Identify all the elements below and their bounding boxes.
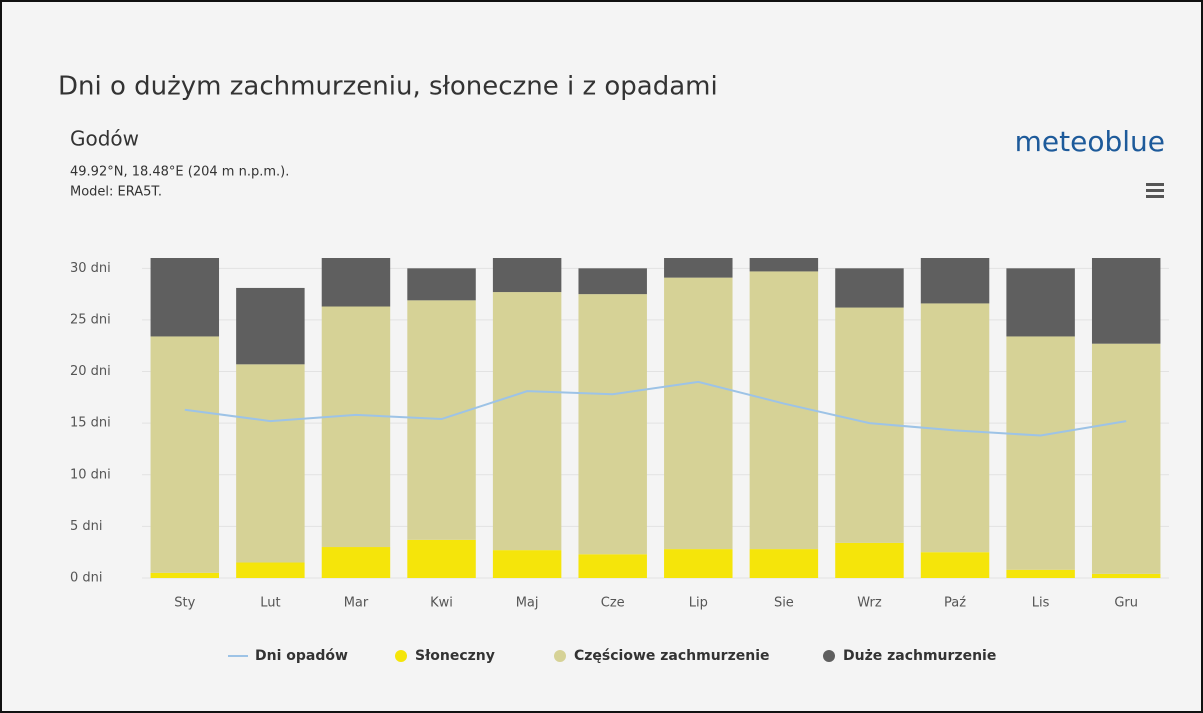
- legend-swatch: [554, 650, 566, 662]
- bar-segment: [407, 268, 476, 301]
- bar-segment: [492, 258, 562, 293]
- x-tick-label: Paź: [944, 596, 966, 611]
- bar-segment: [407, 300, 476, 540]
- bar-segment: [492, 292, 562, 551]
- brand-logo: meteoblue: [1015, 125, 1165, 158]
- bar-segment: [749, 549, 819, 578]
- legend-label: Częściowe zachmurzenie: [574, 648, 770, 664]
- menu-button[interactable]: [1143, 180, 1167, 202]
- bar-segment: [407, 539, 476, 578]
- chart-title: Dni o dużym zachmurzeniu, słoneczne i z …: [58, 72, 718, 102]
- x-tick-label: Lip: [689, 596, 708, 611]
- x-tick-label: Lut: [260, 596, 280, 611]
- bar-segment: [1091, 258, 1161, 344]
- y-tick-label: 10 dni: [70, 467, 111, 482]
- x-tick-label: Cze: [601, 596, 625, 611]
- bar-segment: [749, 258, 819, 272]
- bar-segment: [321, 306, 391, 548]
- x-tick-label: Wrz: [857, 596, 882, 611]
- bar-segment: [749, 271, 819, 550]
- location: Godów: [70, 127, 139, 151]
- x-tick-label: Sie: [774, 596, 794, 611]
- bar-segment: [835, 268, 904, 308]
- x-tick-label: Gru: [1114, 596, 1138, 611]
- bar-segment: [920, 552, 990, 578]
- legend-swatch: [823, 650, 835, 662]
- bar-segment: [150, 336, 220, 573]
- bar-segment: [236, 364, 305, 563]
- bar-segment: [321, 547, 391, 578]
- bar-segment: [321, 258, 391, 307]
- bar-segment: [1091, 573, 1161, 578]
- menu-bar: [1146, 195, 1164, 198]
- bar-segment: [150, 258, 220, 337]
- bar-segment: [578, 268, 647, 295]
- x-tick-label: Lis: [1032, 596, 1050, 611]
- bar-segment: [835, 542, 904, 578]
- bar-segment: [578, 554, 647, 578]
- bar-segment: [1006, 569, 1075, 578]
- menu-bar: [1146, 183, 1164, 186]
- x-tick-label: Mar: [344, 596, 369, 611]
- x-tick-label: Sty: [174, 596, 195, 611]
- bar-segment: [664, 549, 733, 578]
- y-tick-label: 0 dni: [70, 571, 103, 586]
- bar-segment: [492, 550, 562, 578]
- y-tick-label: 25 dni: [70, 312, 111, 327]
- y-tick-label: 20 dni: [70, 364, 111, 379]
- coordinates: 49.92°N, 18.48°E (204 m n.p.m.).: [70, 165, 289, 180]
- y-tick-label: 15 dni: [70, 416, 111, 431]
- legend-label: Duże zachmurzenie: [843, 648, 996, 664]
- bar-segment: [236, 562, 305, 578]
- line-series: [184, 380, 1127, 437]
- bar-segment: [578, 294, 647, 555]
- bar-segment: [1006, 268, 1075, 337]
- legend-label: Słoneczny: [415, 648, 495, 664]
- x-tick-label: Kwi: [430, 596, 453, 611]
- y-tick-label: 30 dni: [70, 261, 111, 276]
- bar-segment: [1006, 336, 1075, 570]
- bar-segment: [920, 258, 990, 304]
- model: Model: ERA5T.: [70, 185, 162, 200]
- bar-segment: [1091, 343, 1161, 574]
- bar-segment: [664, 277, 733, 550]
- legend-swatch: [395, 650, 407, 662]
- bar-segment: [150, 572, 220, 578]
- y-tick-label: 5 dni: [70, 519, 103, 534]
- bar-segment: [236, 287, 305, 365]
- bar-segment: [664, 258, 733, 278]
- x-tick-label: Maj: [516, 596, 539, 611]
- legend-label: Dni opadów: [255, 648, 348, 664]
- menu-bar: [1146, 189, 1164, 192]
